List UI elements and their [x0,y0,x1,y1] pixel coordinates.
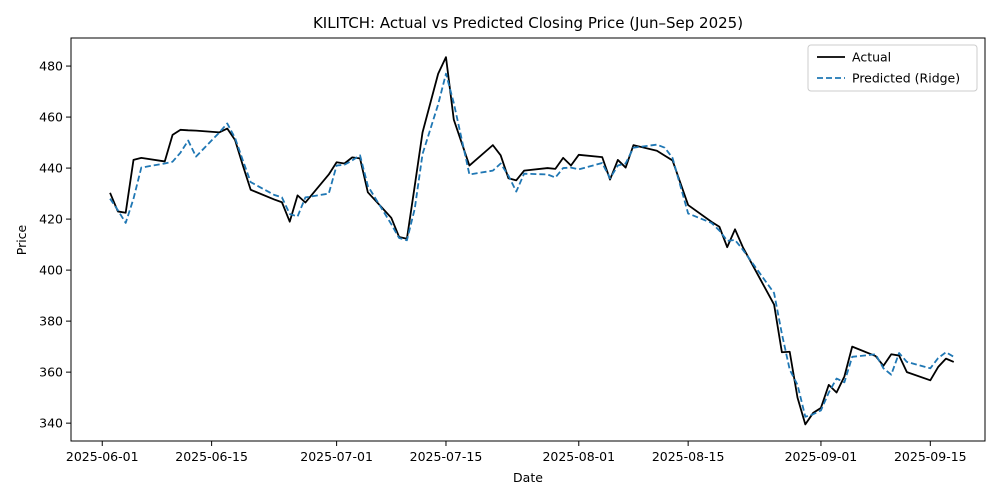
plot-frame [70,37,986,442]
plot-area [109,56,955,426]
series-line-predicted [109,72,955,418]
x-tick-label: 2025-09-01 [785,449,858,464]
y-tick-label: 440 [39,161,63,176]
series-line-actual [109,56,955,426]
y-tick-label: 380 [39,314,63,329]
legend-box [807,44,978,92]
x-tick-label: 2025-06-15 [175,449,248,464]
x-axis-title: Date [513,470,543,485]
y-axis-title: Price [14,224,29,255]
y-tick-label: 340 [39,416,63,431]
legend-label-actual: Actual [852,50,891,65]
x-tick-label: 2025-07-15 [410,449,483,464]
y-tick-label: 420 [39,212,63,227]
x-tick-label: 2025-07-01 [300,449,373,464]
legend: Actual Predicted (Ridge) [807,44,978,92]
chart-title: KILITCH: Actual vs Predicted Closing Pri… [313,14,743,32]
x-tick-label: 2025-08-01 [542,449,615,464]
y-tick-label: 400 [39,263,63,278]
y-tick-label: 360 [39,365,63,380]
y-tick-label: 480 [39,59,63,74]
x-tick-label: 2025-08-15 [652,449,725,464]
axes: 2025-06-01 2025-06-15 2025-07-01 2025-07-15… [39,37,986,464]
x-tick-label: 2025-09-15 [894,449,967,464]
x-tick-label: 2025-06-01 [66,449,139,464]
y-tick-label: 460 [39,110,63,125]
legend-label-predicted: Predicted (Ridge) [852,71,960,86]
